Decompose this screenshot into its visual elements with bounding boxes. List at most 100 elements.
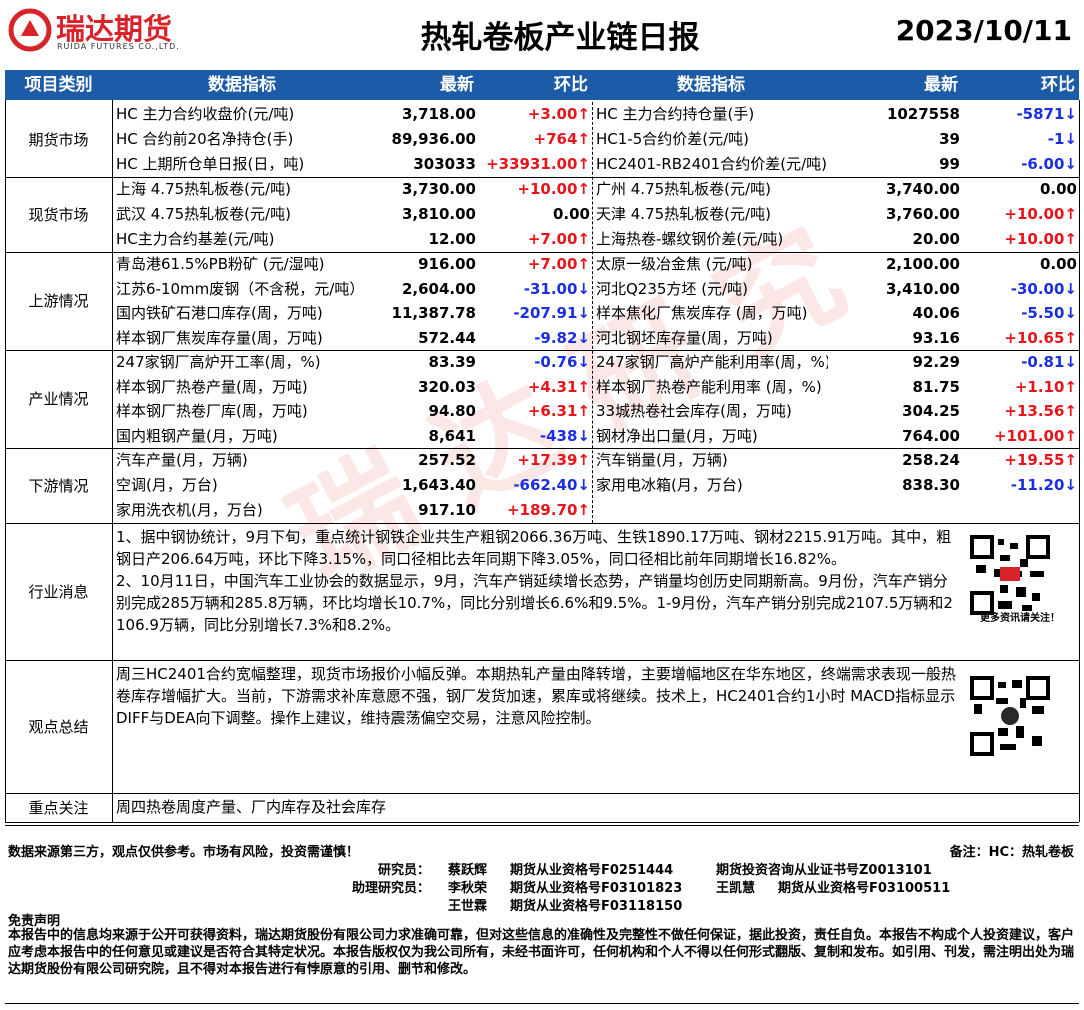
indicator-name: 空调(月，万台) [116,476,218,494]
indicator-name: 样本钢厂热卷产量(周，万吨) [116,377,308,396]
latest-value: 257.52 [418,451,476,469]
latest-value: 39 [939,130,960,148]
rule [5,825,1079,826]
indicator-name: 河北钢坯库存量(周，万吨) [596,328,773,347]
column-header: 数据指标 [208,75,276,95]
staff-entry: 期货从业资格号F03100511 [778,881,951,896]
change-value: +7.00↑ [527,230,590,248]
indicator-name: 33城热卷社会库存(周，万吨) [596,402,792,420]
latest-value: 12.00 [428,230,476,248]
latest-value: 8,641 [428,426,476,445]
indicator-name: 国内粗钢产量(月，万吨) [116,426,278,445]
paragraph: 2、10月11日，中国汽车工业协会的数据显示，9月，汽车产销延续增长态势，产销量… [116,572,953,634]
change-value: -6.00↓ [1021,155,1077,173]
latest-value: 303033 [413,155,476,173]
latest-value: 3,760.00 [885,205,960,223]
change-value: -0.81↓ [1021,353,1077,371]
indicator-name: 247家钢厂高炉开工率(周，%) [116,353,321,371]
staff-entry: 期货从业资格号F0251444 [510,863,674,878]
change-value: -662.40↓ [513,476,590,494]
staff-entry: 李秋荣 [448,881,488,896]
latest-value: 94.80 [428,402,476,420]
latest-value: 838.30 [902,476,960,494]
rule [5,350,1079,351]
indicator-name: 家用电冰箱(月，万台) [596,476,743,494]
indicator-name: HC主力合约基差(元/吨) [116,230,275,248]
change-value: -5.50↓ [1021,304,1077,322]
change-value: +10.00↑ [1004,230,1077,248]
category-label: 现货市场 [28,205,89,224]
note-body: 周四热卷周度产量、厂内库存及社会库存 [116,796,1077,818]
indicator-name: 河北Q235方坯 (元/吨) [596,279,748,298]
change-value: +1.10↑ [1014,377,1077,396]
latest-value: 2,604.00 [401,279,476,298]
indicator-name: 国内铁矿石港口库存(周，万吨) [116,304,323,322]
divider [5,100,6,822]
note-body: 1、据中钢协统计，9月下旬，重点统计钢铁企业共生产粗钢2066.36万吨、生铁1… [116,526,960,636]
latest-value: 11,387.78 [391,304,476,322]
change-value: -438↓ [539,426,590,445]
indicator-name: 上海热卷-螺纹钢价差(元/吨) [596,230,784,248]
category-label: 观点总结 [28,717,89,736]
indicator-name: HC 上期所仓单日报(日，吨) [116,155,305,173]
logo-icon [8,8,52,52]
latest-value: 2,100.00 [885,255,960,273]
change-value: -5871↓ [1016,105,1077,123]
latest-value: 3,410.00 [885,279,960,298]
latest-value: 3,740.00 [885,180,960,198]
indicator-name: 江苏6-10mm废钢（不含税，元/吨） [116,279,365,298]
latest-value: 3,730.00 [401,180,476,198]
divider [112,100,113,822]
indicator-name: 汽车产量(月，万辆) [116,451,248,469]
indicator-name: 样本钢厂焦炭库存量(周，万吨) [116,328,323,347]
indicator-name: 天津 4.75热轧板卷(元/吨) [596,205,771,223]
rule [5,252,1079,253]
indicator-name: 钢材净出口量(月，万吨) [596,426,758,445]
change-value: +10.65↑ [1004,328,1077,347]
latest-value: 40.06 [912,304,960,322]
header-band [5,70,1079,100]
rule [5,793,1079,794]
change-value: +33931.00↑ [486,155,590,173]
divider [592,102,593,523]
category-label: 重点关注 [28,798,89,817]
indicator-name: 太原一级冶金焦 (元/吨) [596,255,753,273]
change-value: +19.55↑ [1004,451,1077,469]
change-value: -9.82↓ [534,328,590,347]
latest-value: 258.24 [902,451,960,469]
change-value: +10.00↑ [1004,205,1077,223]
category-label: 行业消息 [28,582,89,601]
qr-code [970,535,1050,615]
change-value: -207.91↓ [513,304,590,322]
staff-entry: 王世霖 [448,899,488,914]
indicator-name: 样本钢厂热卷厂库(周，万吨) [116,402,308,420]
paragraph: 1、据中钢协统计，9月下旬，重点统计钢铁企业共生产粗钢2066.36万吨、生铁1… [116,528,952,568]
rule [5,1003,1079,1004]
latest-value: 916.00 [418,255,476,273]
change-value: 0.00 [552,205,590,223]
staff-entry: 王凯慧 [716,881,756,896]
indicator-name: 青岛港61.5%PB粉矿 (元/湿吨) [116,255,325,273]
indicator-name: 武汉 4.75热轧板卷(元/吨) [116,205,291,223]
latest-value: 1,643.40 [401,476,476,494]
change-value: -30.00↓ [1010,279,1077,298]
column-header: 最新 [924,75,958,95]
staff-entry: 期货从业资格号F03118150 [510,899,683,914]
rule [5,177,1079,178]
rule [5,660,1079,661]
latest-value: 89,936.00 [391,130,476,148]
data-source: 数据来源第三方，观点仅供参考。市场有风险，投资需谨慎！ [8,845,360,860]
report-date: 2023/10/11 [895,14,1072,47]
staff-entry: 蔡跃辉 [448,863,488,878]
logo-en: RUIDA FUTURES CO.,LTD. [57,42,180,51]
latest-value: 99 [939,155,960,173]
disclaimer-text: 本报告中的信息均来源于公开可获得资料，瑞达期货股份有限公司力求准确可靠，但对这些… [8,928,1075,977]
indicator-name: 样本焦化厂焦炭库存 (周，万吨) [596,304,808,322]
latest-value: 572.44 [418,328,476,347]
latest-value: 3,810.00 [401,205,476,223]
latest-value: 20.00 [912,230,960,248]
change-value: -1↓ [1047,130,1077,148]
latest-value: 1027558 [886,105,960,123]
remark: 备注：HC：热轧卷板 [949,845,1074,860]
change-value: +3.00↑ [527,105,590,123]
